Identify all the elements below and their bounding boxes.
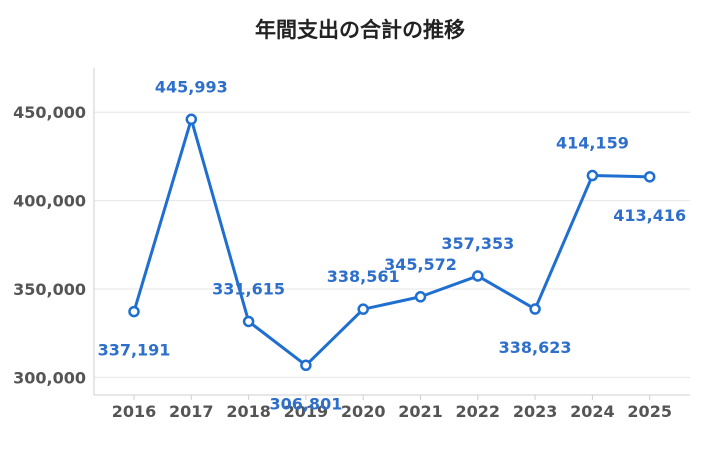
data-point-marker — [472, 270, 484, 282]
data-point-marker — [185, 113, 198, 126]
data-label: 338,561 — [327, 267, 400, 286]
x-tick-label: 2019 — [284, 402, 329, 421]
y-tick-label: 450,000 — [13, 103, 86, 122]
y-tick-label: 300,000 — [13, 368, 86, 387]
data-label: 445,993 — [155, 77, 228, 96]
x-tick-label: 2018 — [226, 402, 271, 421]
x-tick-label: 2017 — [169, 402, 214, 421]
data-labels: 337,191 445,993 331,615 306,801 338,561345,5… — [98, 77, 687, 413]
data-point-marker — [529, 303, 541, 315]
x-tick-label: 2020 — [341, 402, 386, 421]
x-tick-label: 2021 — [398, 402, 443, 421]
x-tick-label: 2023 — [513, 402, 558, 421]
data-point-marker — [300, 359, 312, 372]
data-point-marker — [586, 169, 599, 182]
data-label: 331,615 — [212, 279, 285, 298]
chart-title: 年間支出の合計の推移 — [255, 18, 465, 42]
data-point-marker — [128, 305, 140, 318]
data-label: 338,623 — [499, 338, 572, 357]
data-point-marker — [414, 291, 427, 303]
y-tick-label: 350,000 — [13, 280, 86, 299]
axes: 300,000 350,000 400,000 450,000 2016 2017 2018… — [13, 68, 690, 421]
data-point-marker — [242, 315, 255, 328]
data-label: 337,191 — [98, 341, 171, 360]
data-label: 414,159 — [556, 134, 629, 153]
data-point-marker — [643, 171, 656, 183]
data-label: 357,353 — [441, 234, 514, 253]
data-label: 413,416 — [613, 206, 686, 225]
data-label: 306,801 — [269, 394, 342, 413]
y-tick-label: 400,000 — [13, 192, 86, 211]
data-point-marker — [357, 303, 369, 315]
x-tick-label: 2022 — [456, 402, 501, 421]
x-tick-label: 2025 — [627, 402, 672, 421]
x-tick-label: 2024 — [570, 402, 615, 421]
series — [128, 113, 656, 372]
gridlines — [94, 111, 690, 378]
data-label: 345,572 — [384, 255, 457, 274]
series-line — [132, 117, 652, 367]
x-tick-label: 2016 — [112, 402, 157, 421]
